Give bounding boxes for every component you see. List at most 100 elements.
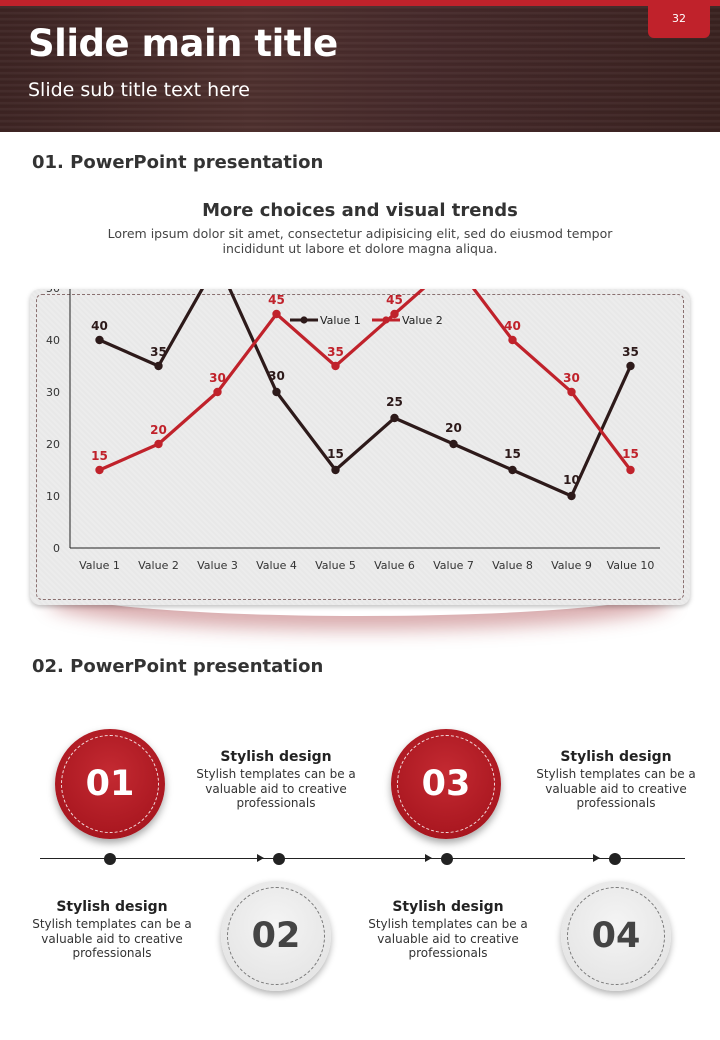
- slide-main-title: Slide main title: [28, 22, 338, 65]
- timeline-dot-1: [104, 853, 116, 865]
- step-badge-ring: [567, 887, 665, 985]
- series-2-data-label: 45: [386, 293, 403, 307]
- step-title: Stylish design: [560, 749, 672, 765]
- step-badge-ring: [397, 735, 495, 833]
- y-tick-label: 0: [53, 542, 60, 555]
- series-1-data-label: 10: [563, 473, 580, 487]
- series-2-point: [567, 387, 576, 397]
- x-tick-label: Value 9: [551, 559, 592, 572]
- series-2-data-label: 15: [622, 447, 639, 461]
- step-description: Stylish templates can be a valuable aid …: [368, 917, 528, 960]
- series-1-data-label: 15: [327, 447, 344, 461]
- series-1-point: [626, 361, 635, 371]
- step-badge-1: 01: [55, 729, 165, 839]
- series-2-data-label: 40: [504, 319, 521, 333]
- series-2-line: [98, 289, 632, 472]
- x-tick-label: Value 7: [433, 559, 474, 572]
- series-2-data-label: 30: [209, 371, 226, 385]
- page-number-badge: 32: [648, 0, 710, 38]
- section-title-1: 01. PowerPoint presentation: [32, 152, 324, 173]
- step-description: Stylish templates can be a valuable aid …: [536, 767, 696, 810]
- y-tick-label: 20: [46, 438, 60, 451]
- x-tick-label: Value 3: [197, 559, 238, 572]
- series-1-data-label: 20: [445, 421, 462, 435]
- series-2-point: [508, 335, 517, 345]
- chart-card-dashed-border: [36, 294, 684, 600]
- step-text-3: Stylish design Stylish templates can be …: [536, 749, 696, 811]
- series-1-data-label: 30: [268, 369, 285, 383]
- series-2-point: [213, 387, 222, 397]
- series-1-point: [390, 413, 399, 423]
- series-2-data-label: 35: [327, 345, 344, 359]
- step-text-2: Stylish design Stylish templates can be …: [32, 899, 192, 961]
- x-tick-label: Value 6: [374, 559, 415, 572]
- x-tick-label: Value 8: [492, 559, 533, 572]
- legend-label-1: Value 1: [320, 314, 361, 327]
- step-number: 02: [251, 916, 301, 956]
- legend-marker-2: [382, 316, 390, 324]
- header-banner: 32 Slide main title Slide sub title text…: [0, 0, 720, 132]
- series-2-point: [95, 465, 104, 475]
- series-1-point: [95, 335, 104, 345]
- x-tick-label: Value 10: [607, 559, 655, 572]
- step-badge-ring: [227, 887, 325, 985]
- y-tick-label: 40: [46, 334, 60, 347]
- step-title: Stylish design: [220, 749, 332, 765]
- step-text-4: Stylish design Stylish templates can be …: [368, 899, 528, 961]
- timeline-dot-3: [441, 853, 453, 865]
- timeline-arrow-2: [425, 854, 432, 862]
- series-1-line: [98, 289, 632, 498]
- series-1-data-label: 25: [386, 395, 403, 409]
- series-2-point: [626, 465, 635, 475]
- step-badge-ring: [61, 735, 159, 833]
- series-1-point: [154, 361, 163, 371]
- step-text-1: Stylish design Stylish templates can be …: [196, 749, 356, 811]
- series-2-data-label: 20: [150, 423, 167, 437]
- step-title: Stylish design: [56, 899, 168, 915]
- step-title: Stylish design: [392, 899, 504, 915]
- chart-description: Lorem ipsum dolor sit amet, consectetur …: [107, 226, 613, 256]
- x-tick-label: Value 4: [256, 559, 297, 572]
- legend-label-2: Value 2: [402, 314, 443, 327]
- y-tick-label: 10: [46, 490, 60, 503]
- x-tick-label: Value 1: [79, 559, 120, 572]
- slide-subtitle: Slide sub title text here: [28, 79, 250, 101]
- timeline-dot-2: [273, 853, 285, 865]
- step-description: Stylish templates can be a valuable aid …: [196, 767, 356, 810]
- x-tick-label: Value 2: [138, 559, 179, 572]
- series-2-point: [154, 439, 163, 449]
- section-title-2: 02. PowerPoint presentation: [32, 656, 324, 677]
- series-1-point: [331, 465, 340, 475]
- step-badge-2: 02: [221, 881, 331, 991]
- series-2-point: [331, 361, 340, 371]
- step-number: 04: [591, 916, 641, 956]
- series-2-data-label: 30: [563, 371, 580, 385]
- timeline-line: [40, 858, 685, 859]
- x-tick-label: Value 5: [315, 559, 356, 572]
- series-1-point: [272, 387, 281, 397]
- step-number: 03: [421, 764, 471, 804]
- step-badge-4: 04: [561, 881, 671, 991]
- step-badge-3: 03: [391, 729, 501, 839]
- timeline-dot-4: [609, 853, 621, 865]
- step-number: 01: [85, 764, 135, 804]
- series-1-data-label: 40: [91, 319, 108, 333]
- step-description: Stylish templates can be a valuable aid …: [32, 917, 192, 960]
- series-2-point: [272, 309, 281, 319]
- series-1-point: [567, 491, 576, 501]
- timeline-arrow-3: [593, 854, 600, 862]
- chart-heading: More choices and visual trends: [202, 200, 518, 221]
- y-tick-label: 50: [46, 289, 60, 295]
- series-1-point: [449, 439, 458, 449]
- series-1-data-label: 35: [622, 345, 639, 359]
- series-2-point: [390, 309, 399, 319]
- series-1-data-label: 15: [504, 447, 521, 461]
- series-1-data-label: 35: [150, 345, 167, 359]
- series-1-point: [508, 465, 517, 475]
- y-tick-label: 30: [46, 386, 60, 399]
- legend-marker-1: [300, 316, 308, 324]
- timeline-arrow-1: [257, 854, 264, 862]
- series-2-data-label: 15: [91, 449, 108, 463]
- header-accent-stripe: [0, 0, 720, 6]
